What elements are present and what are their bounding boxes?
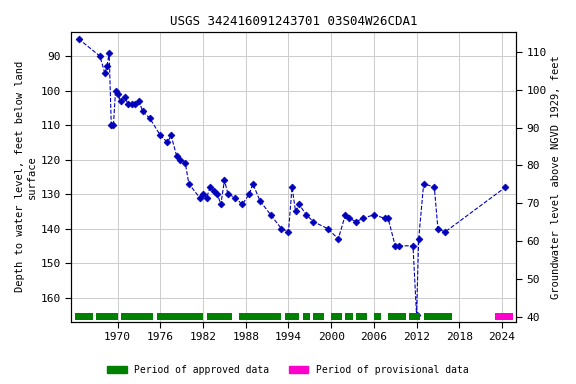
Y-axis label: Groundwater level above NGVD 1929, feet: Groundwater level above NGVD 1929, feet [551,55,561,299]
Legend: Period of approved data, Period of provisional data: Period of approved data, Period of provi… [103,361,473,379]
Y-axis label: Depth to water level, feet below land
surface: Depth to water level, feet below land su… [15,61,37,293]
Title: USGS 342416091243701 03S04W26CDA1: USGS 342416091243701 03S04W26CDA1 [170,15,418,28]
